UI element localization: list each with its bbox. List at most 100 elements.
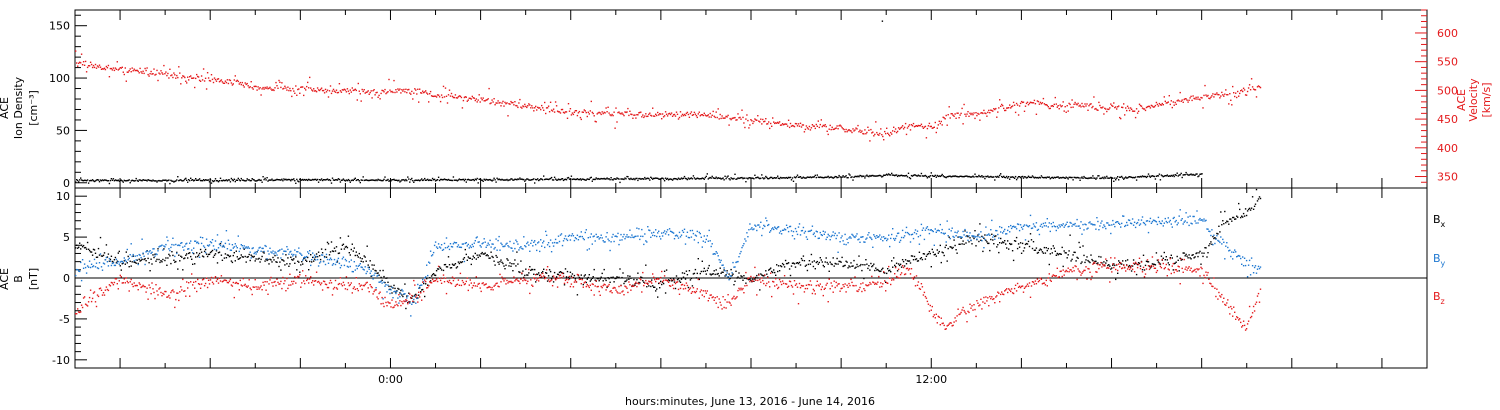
- by-series-point: [113, 264, 116, 267]
- velocity-series-point: [911, 125, 914, 127]
- density-series-point: [968, 175, 970, 178]
- velocity-series-point: [698, 111, 700, 113]
- by-series-point: [923, 238, 926, 241]
- velocity-series-point: [1125, 107, 1127, 109]
- bx-series-point: [368, 266, 370, 268]
- density-series-point: [1126, 177, 1129, 179]
- velocity-series-point: [1018, 105, 1021, 107]
- bx-series-point: [272, 256, 274, 259]
- velocity-series-point: [247, 85, 249, 87]
- bz-series-point: [95, 305, 98, 308]
- density-series-point: [485, 178, 487, 181]
- by-series-point: [574, 237, 577, 239]
- bz-series-point: [197, 283, 200, 285]
- bx-series-point: [352, 250, 354, 252]
- velocity-series-point: [288, 89, 290, 92]
- bx-series-point: [325, 256, 328, 258]
- bx-series-point: [1242, 212, 1245, 215]
- bx-series-point: [263, 252, 265, 254]
- bz-series-point: [236, 282, 238, 285]
- velocity-series-point: [424, 91, 426, 93]
- velocity-series-point: [333, 90, 336, 92]
- by-series-point: [224, 242, 227, 245]
- velocity-series-point: [80, 53, 83, 55]
- density-series-point: [1193, 174, 1195, 176]
- by-series-point: [347, 266, 350, 268]
- density-series-point: [87, 182, 90, 184]
- bx-series-point: [137, 262, 139, 265]
- bx-series-point: [1186, 255, 1188, 257]
- velocity-series-point: [1165, 102, 1167, 104]
- bx-series-point: [877, 268, 879, 271]
- bx-series-point: [919, 258, 922, 260]
- velocity-series-point: [548, 111, 551, 113]
- density-series-point: [690, 177, 693, 179]
- bx-series-point: [134, 261, 136, 264]
- velocity-series-point: [916, 125, 919, 127]
- velocity-series-point: [715, 111, 717, 113]
- velocity-series-point: [668, 112, 671, 115]
- by-series-point: [815, 230, 817, 232]
- by-series-point: [644, 233, 646, 235]
- bx-series-point: [105, 244, 108, 246]
- by-series-point: [1107, 222, 1109, 224]
- bx-series-point: [115, 262, 118, 264]
- bz-series-point: [77, 308, 79, 310]
- by-series-point: [1064, 224, 1066, 227]
- bx-series-point: [906, 260, 909, 262]
- bx-series-point: [796, 262, 799, 264]
- density-series-point: [320, 178, 323, 180]
- by-series-point: [164, 246, 166, 248]
- density-series-point: [1198, 175, 1200, 177]
- by-series-point: [418, 287, 420, 289]
- density-series-point: [219, 177, 222, 179]
- by-series-point: [1172, 217, 1174, 220]
- bx-series-point: [1175, 261, 1177, 263]
- density-series-point: [370, 179, 372, 181]
- by-series-point: [210, 242, 213, 244]
- bx-series-point: [643, 281, 645, 283]
- density-series-point: [1107, 177, 1109, 179]
- density-series-point: [860, 175, 862, 177]
- density-series-point: [428, 179, 430, 182]
- density-series-point: [906, 176, 909, 178]
- velocity-series-point: [110, 67, 113, 70]
- by-series-point: [938, 230, 940, 232]
- by-series-point: [296, 251, 298, 253]
- velocity-series-point: [960, 112, 962, 115]
- velocity-series-point: [535, 105, 537, 108]
- by-series-point: [919, 234, 922, 237]
- by-series-point: [1134, 226, 1137, 229]
- density-series-point: [223, 179, 226, 182]
- by-series-point: [706, 235, 708, 237]
- bx-series-point: [422, 288, 424, 291]
- bx-series-point: [439, 267, 442, 269]
- by-series-point: [457, 244, 460, 246]
- by-series-point: [1135, 222, 1138, 225]
- density-series-point: [504, 179, 506, 181]
- density-series-point: [243, 179, 245, 182]
- density-series-point: [778, 177, 781, 180]
- density-series-point: [689, 177, 692, 180]
- velocity-series-point: [1221, 91, 1223, 94]
- density-series-point: [981, 175, 983, 177]
- velocity-series-point: [408, 88, 410, 91]
- density-series-point: [1012, 176, 1015, 179]
- bx-series-point: [589, 280, 591, 282]
- by-series-point: [481, 243, 483, 245]
- by-series-point: [138, 253, 140, 256]
- bz-series-point: [210, 276, 213, 279]
- velocity-series-point: [938, 120, 940, 122]
- bx-series-point: [758, 273, 760, 275]
- density-series-point: [820, 176, 822, 179]
- density-series-point: [1033, 177, 1036, 179]
- density-series-point: [1187, 174, 1189, 176]
- density-series-point: [429, 179, 432, 181]
- velocity-series-point: [1230, 99, 1232, 101]
- bx-series-point: [890, 271, 892, 273]
- by-series-point: [423, 281, 425, 283]
- velocity-series-point: [1189, 97, 1191, 99]
- by-series-point: [1246, 276, 1249, 278]
- by-series-point: [474, 240, 476, 242]
- velocity-series-point: [936, 127, 938, 129]
